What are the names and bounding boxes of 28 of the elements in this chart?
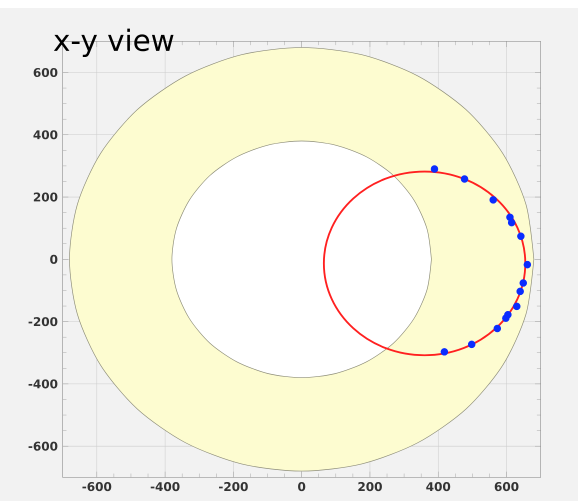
y-tick-label: 0 [50, 254, 58, 264]
point [524, 260, 532, 268]
point [520, 279, 527, 287]
y-tick-label: -200 [28, 316, 58, 326]
y-tick-label: -600 [28, 441, 58, 451]
point [468, 340, 476, 348]
x-tick-label: -400 [150, 482, 180, 491]
point [517, 232, 525, 240]
chart-title: x-y view [54, 28, 174, 57]
point [489, 196, 497, 204]
y-tick-label: -400 [28, 379, 58, 388]
y-tick-label: 600 [34, 68, 58, 77]
x-tick-label: 0 [298, 482, 306, 491]
point [430, 165, 438, 173]
x-tick-label: -200 [219, 482, 248, 491]
x-tick-label: -600 [82, 482, 112, 491]
x-tick-label: 200 [358, 482, 382, 491]
y-tick-label: 400 [33, 130, 58, 140]
point [460, 175, 468, 183]
point [494, 324, 502, 332]
point [502, 314, 510, 322]
x-tick-label: 600 [494, 482, 518, 491]
point [508, 218, 516, 226]
y-tick-label: 200 [34, 192, 58, 202]
x-tick-label: 400 [426, 482, 450, 491]
point [440, 348, 448, 356]
point [516, 288, 524, 295]
point [513, 302, 521, 310]
